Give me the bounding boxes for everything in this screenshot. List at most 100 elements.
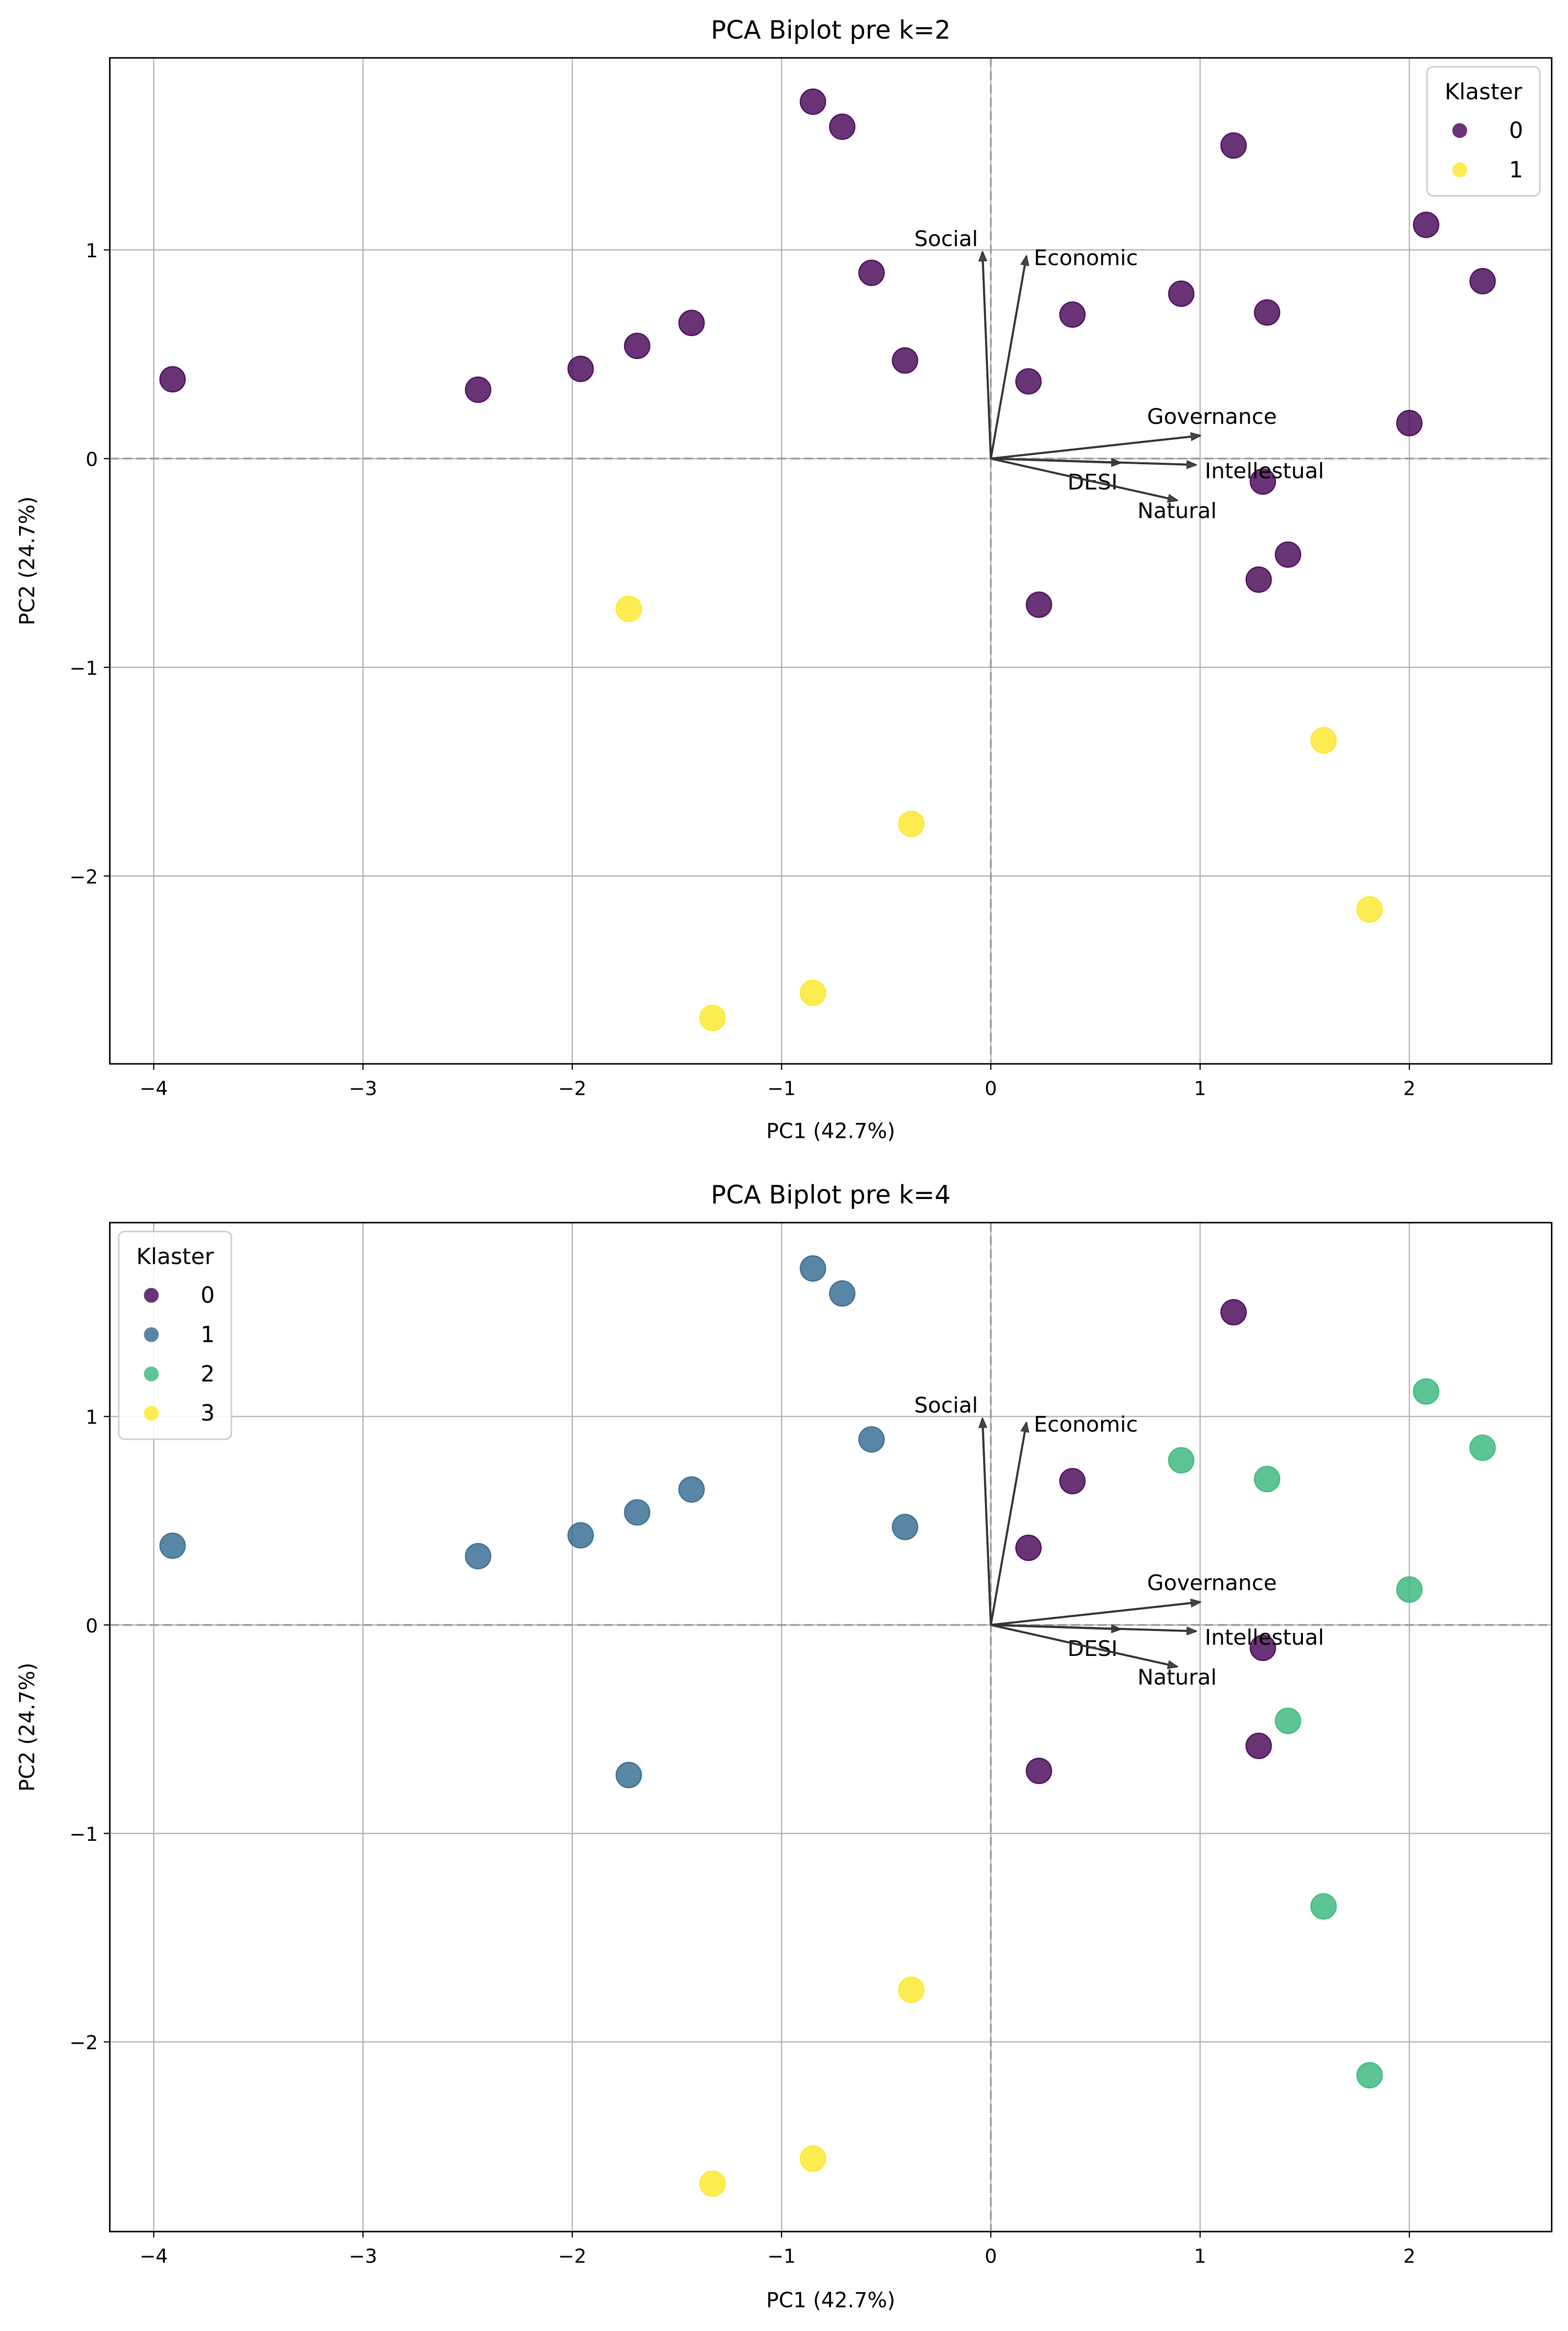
data-point-cluster-0	[624, 333, 650, 360]
data-point-cluster-2	[1396, 1576, 1423, 1603]
loading-label-governance: Governance	[1147, 404, 1277, 429]
data-point-cluster-0	[1026, 591, 1053, 618]
legend-label-cluster-2: 2	[201, 1361, 215, 1387]
data-point-cluster-0	[567, 356, 594, 382]
data-point-cluster-2	[1310, 1893, 1337, 1920]
data-point-cluster-1	[624, 1499, 650, 1526]
data-point-cluster-0	[1059, 1468, 1086, 1494]
legend-marker-cluster-0	[1452, 123, 1467, 138]
data-point-cluster-1	[159, 1532, 186, 1559]
legend-title: Klaster	[1445, 79, 1523, 105]
loading-label-economic: Economic	[1034, 1412, 1138, 1437]
axes-frame	[109, 1222, 1553, 2233]
loading-label-social: Social	[914, 226, 978, 251]
data-point-cluster-0	[1220, 132, 1247, 159]
chart-title: PCA Biplot pre k=4	[711, 1180, 950, 1210]
data-point-cluster-0	[1469, 268, 1496, 294]
x-tick-label: 1	[1194, 1077, 1206, 1100]
loading-label-intellestual: Intellestual	[1205, 459, 1324, 484]
y-tick-label: 0	[86, 1615, 98, 1637]
data-point-cluster-1	[829, 1280, 856, 1307]
y-tick-label: −1	[69, 657, 98, 679]
legend-box	[118, 1230, 232, 1440]
x-tick-label: −1	[767, 2245, 796, 2267]
legend: Klaster 0 1	[1426, 66, 1541, 197]
y-axis-label: PC2 (24.7%)	[16, 497, 40, 626]
data-point-cluster-0	[1250, 1634, 1277, 1661]
data-point-cluster-0	[159, 366, 186, 393]
x-tick-label: −3	[349, 1077, 377, 1100]
data-point-cluster-2	[1168, 1447, 1195, 1474]
legend-marker-cluster-2	[144, 1366, 159, 1381]
loading-arrow-social	[983, 252, 992, 459]
x-axis-label: PC1 (42.7%)	[766, 1119, 896, 1143]
data-point-cluster-0	[800, 88, 827, 115]
x-tick-label: 2	[1403, 2245, 1415, 2267]
x-tick-label: 0	[985, 2245, 997, 2267]
data-point-cluster-0	[1059, 301, 1086, 328]
legend-marker-cluster-1	[144, 1327, 159, 1342]
data-point-cluster-0	[1412, 211, 1439, 238]
x-tick-label: −2	[558, 1077, 586, 1100]
loading-label-natural: Natural	[1138, 498, 1217, 523]
data-point-cluster-1	[892, 1514, 918, 1540]
data-point-cluster-1	[567, 1522, 594, 1549]
data-point-cluster-1	[858, 1426, 885, 1453]
y-tick-label: −2	[69, 866, 98, 888]
loading-arrow-governance	[990, 436, 1200, 460]
legend-label-cluster-1: 1	[1509, 157, 1523, 182]
legend-box	[1426, 66, 1541, 197]
data-point-cluster-1	[898, 811, 925, 837]
data-point-cluster-2	[1275, 1707, 1301, 1734]
loading-label-governance: Governance	[1147, 1571, 1277, 1596]
x-tick-label: −4	[139, 2245, 168, 2267]
data-point-cluster-1	[1356, 896, 1383, 923]
data-point-cluster-1	[699, 1004, 726, 1031]
data-point-cluster-0	[678, 310, 705, 337]
loading-label-intellestual: Intellestual	[1205, 1625, 1324, 1650]
data-point-cluster-0	[1275, 541, 1301, 568]
data-point-cluster-3	[800, 2145, 827, 2172]
loading-arrow-economic	[989, 256, 1027, 459]
data-point-cluster-0	[1026, 1758, 1053, 1785]
x-tick-label: 2	[1403, 1077, 1415, 1100]
chart-title: PCA Biplot pre k=2	[711, 16, 950, 45]
loading-arrow-natural	[990, 1624, 1177, 1667]
legend-label-cluster-0: 0	[201, 1282, 215, 1308]
data-point-cluster-0	[858, 259, 885, 286]
data-point-cluster-1	[615, 595, 642, 622]
loading-arrow-governance	[990, 1602, 1200, 1626]
data-point-cluster-1	[800, 1255, 827, 1282]
data-point-cluster-0	[1015, 1535, 1042, 1562]
biplot-k2: −4 −3 −2 −1 0 1 2 −2 −1 0 1 Social Economic Governanc…	[16, 16, 1553, 1143]
x-tick-label: −1	[767, 1077, 796, 1100]
x-tick-label: −2	[558, 2245, 586, 2267]
y-tick-label: −2	[69, 2032, 98, 2054]
data-point-cluster-1	[465, 1543, 492, 1570]
data-point-cluster-1	[678, 1476, 705, 1503]
data-point-cluster-2	[1412, 1378, 1439, 1405]
loading-arrow-economic	[989, 1423, 1027, 1626]
x-tick-label: 0	[985, 1077, 997, 1100]
x-axis-label: PC1 (42.7%)	[766, 2288, 896, 2312]
x-tick-label: −3	[349, 2245, 377, 2267]
y-tick-label: 1	[86, 1406, 98, 1429]
legend-title: Klaster	[136, 1244, 214, 1269]
data-point-cluster-0	[829, 113, 856, 140]
legend: Klaster 0 1 2 3	[118, 1230, 232, 1440]
y-tick-label: 0	[86, 449, 98, 471]
loading-label-social: Social	[914, 1393, 978, 1418]
loading-arrow-intellestual	[990, 1624, 1196, 1631]
data-point-cluster-0	[1168, 280, 1195, 307]
legend-marker-cluster-3	[144, 1405, 159, 1421]
legend-marker-cluster-1	[1452, 162, 1467, 178]
x-tick-label: −4	[139, 1077, 168, 1100]
axes-frame	[109, 57, 1553, 1065]
loading-arrow-intellestual	[990, 457, 1196, 465]
data-point-cluster-1	[800, 979, 827, 1006]
y-axis-label: PC2 (24.7%)	[16, 1663, 40, 1792]
data-point-cluster-3	[699, 2170, 726, 2197]
data-point-cluster-0	[1254, 299, 1280, 326]
data-point-cluster-1	[1310, 727, 1337, 754]
